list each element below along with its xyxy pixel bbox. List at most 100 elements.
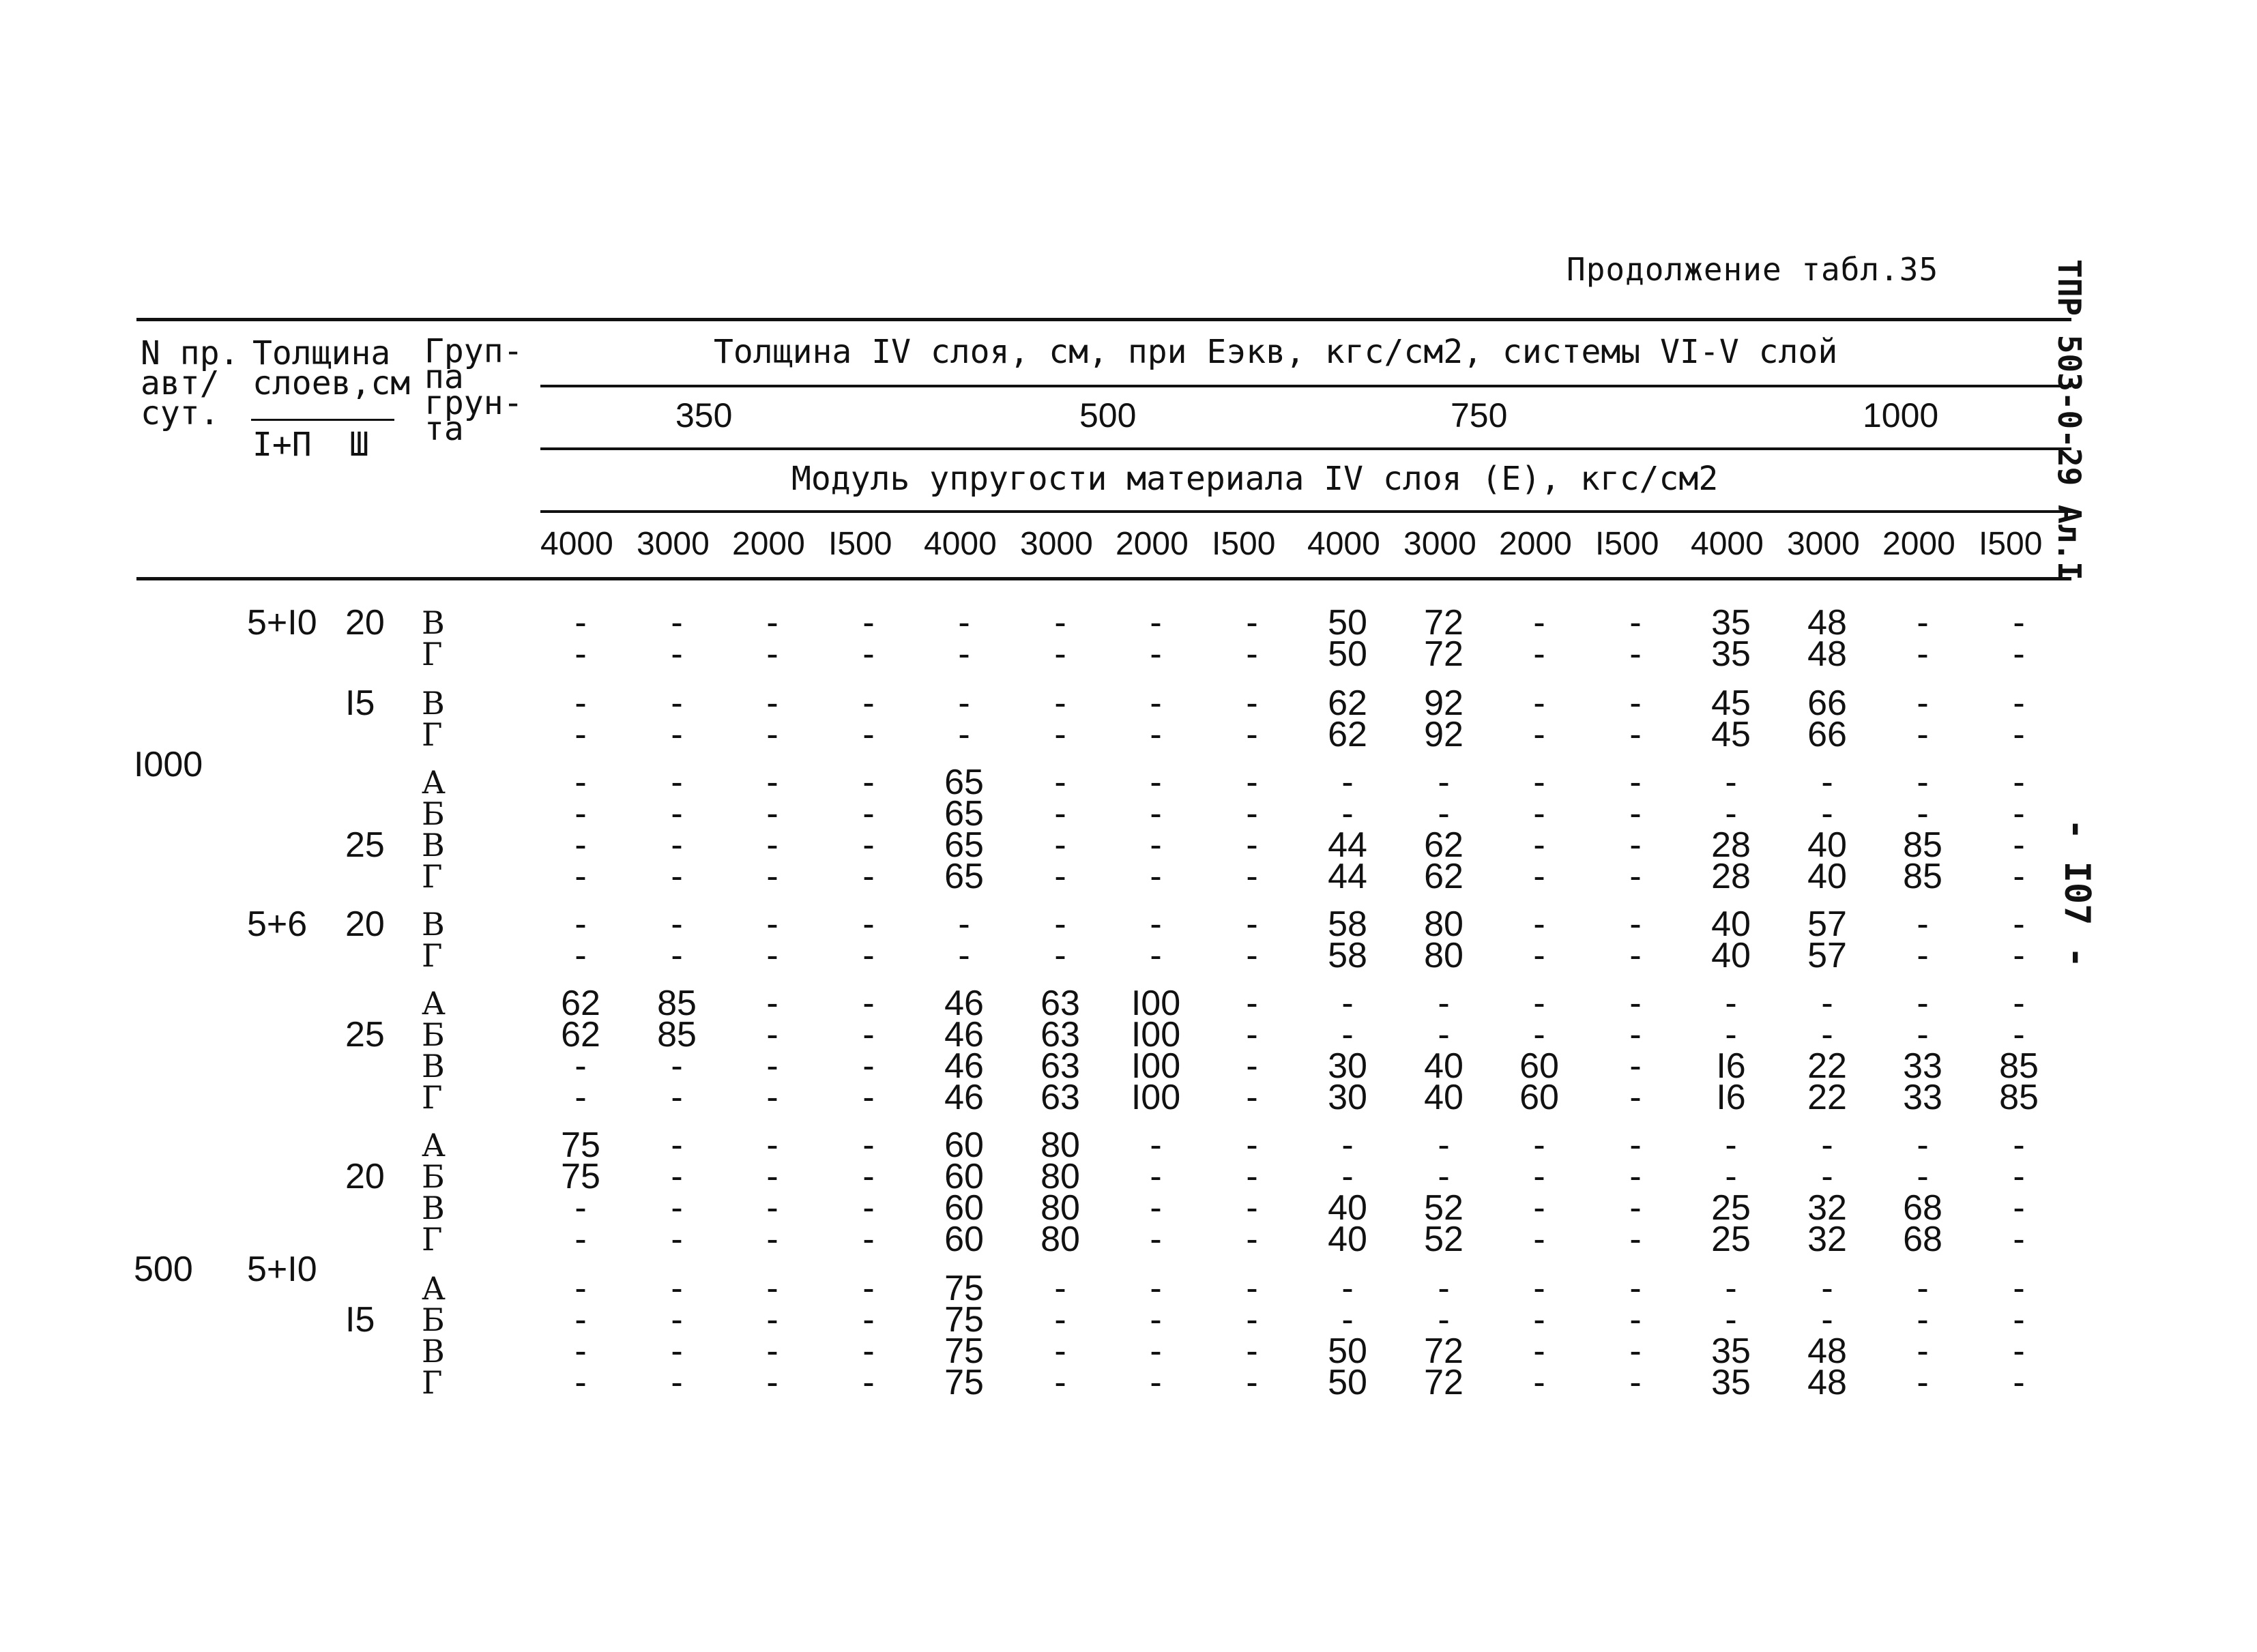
table-cell: 50 bbox=[1328, 634, 1367, 674]
header-soil-group: Груп- па грун- та bbox=[424, 332, 523, 448]
table-cell: - bbox=[1054, 936, 1066, 975]
table-cell: - bbox=[862, 1188, 875, 1228]
table-cell: - bbox=[574, 1363, 587, 1402]
table-cell: - bbox=[1438, 1157, 1450, 1196]
table-cell: 50 bbox=[1328, 1331, 1367, 1371]
table-cell: - bbox=[1341, 1125, 1354, 1165]
table-cell: - bbox=[1629, 763, 1642, 802]
table-cell: 75 bbox=[944, 1300, 984, 1340]
table-cell: - bbox=[1246, 794, 1258, 834]
modulus-value: 2000 bbox=[1882, 526, 1955, 562]
table-cell: - bbox=[1054, 634, 1066, 674]
table-cell: - bbox=[1246, 1015, 1258, 1054]
table-cell: 50 bbox=[1328, 1363, 1367, 1402]
table-cell: - bbox=[1150, 603, 1162, 643]
table-cell: - bbox=[766, 857, 778, 896]
table-cell: - bbox=[2013, 1269, 2025, 1308]
table-cell: 65 bbox=[944, 763, 984, 802]
ekv-value: 750 bbox=[1451, 396, 1508, 434]
table-cell: - bbox=[1150, 1331, 1162, 1371]
top-rule bbox=[136, 318, 2071, 321]
module-title-rule bbox=[540, 510, 2071, 513]
table-cell: - bbox=[671, 1125, 683, 1165]
table-cell: - bbox=[1629, 715, 1642, 754]
table-cell: - bbox=[1533, 1331, 1545, 1371]
table-cell: - bbox=[1917, 763, 1929, 802]
table-cell: 85 bbox=[657, 1015, 697, 1054]
soil-group-value: А bbox=[422, 1127, 446, 1164]
thick-sub-rule bbox=[251, 419, 394, 421]
table-cell: - bbox=[574, 1300, 587, 1340]
table-cell: - bbox=[862, 1300, 875, 1340]
table-cell: 72 bbox=[1424, 634, 1464, 674]
table-cell: 57 bbox=[1807, 904, 1847, 944]
table-cell: 63 bbox=[1040, 1015, 1080, 1054]
table-cell: - bbox=[1533, 603, 1545, 643]
table-cell: - bbox=[1246, 763, 1258, 802]
table-cell: 33 bbox=[1903, 1046, 1942, 1086]
table-cell: - bbox=[766, 825, 778, 865]
table-cell: 33 bbox=[1903, 1078, 1942, 1117]
table-cell: - bbox=[1246, 634, 1258, 674]
modulus-value: 3000 bbox=[1787, 526, 1860, 562]
table-cell: - bbox=[1150, 904, 1162, 944]
table-cell: - bbox=[671, 825, 683, 865]
table-cell: - bbox=[766, 1269, 778, 1308]
table-cell: I6 bbox=[1716, 1046, 1746, 1086]
table-cell: - bbox=[766, 1363, 778, 1402]
table-cell: - bbox=[862, 603, 875, 643]
table-cell: - bbox=[671, 904, 683, 944]
table-cell: - bbox=[1821, 1125, 1833, 1165]
table-cell: 75 bbox=[944, 1363, 984, 1402]
table-cell: - bbox=[1725, 984, 1737, 1023]
table-cell: - bbox=[862, 1363, 875, 1402]
table-cell: - bbox=[1150, 1220, 1162, 1259]
table-cell: - bbox=[958, 603, 970, 643]
table-cell: - bbox=[958, 904, 970, 944]
table-cell: - bbox=[1054, 904, 1066, 944]
document-code: ТПР 503-0-29 Ал.I bbox=[2051, 259, 2088, 580]
table-cell: - bbox=[1629, 1220, 1642, 1259]
table-cell: - bbox=[766, 1300, 778, 1340]
modulus-value: 3000 bbox=[1020, 526, 1093, 562]
modulus-value: 2000 bbox=[732, 526, 805, 562]
table-cell: - bbox=[1341, 1269, 1354, 1308]
table-cell: - bbox=[1629, 794, 1642, 834]
table-cell: - bbox=[766, 683, 778, 723]
table-cell: - bbox=[766, 1220, 778, 1259]
table-cell: 63 bbox=[1040, 1046, 1080, 1086]
table-cell: - bbox=[574, 825, 587, 865]
table-cell: - bbox=[1246, 984, 1258, 1023]
table-cell: - bbox=[1725, 1300, 1737, 1340]
table-cell: I00 bbox=[1131, 1078, 1181, 1117]
table-cell: - bbox=[671, 715, 683, 754]
table-cell: - bbox=[1629, 904, 1642, 944]
span-title-rule bbox=[540, 385, 2071, 387]
table-cell: - bbox=[1246, 936, 1258, 975]
table-cell: - bbox=[1725, 763, 1737, 802]
table-cell: 44 bbox=[1328, 825, 1367, 865]
table-cell: 28 bbox=[1711, 857, 1751, 896]
table-cell: - bbox=[1341, 1157, 1354, 1196]
table-cell: - bbox=[1533, 936, 1545, 975]
table-cell: - bbox=[574, 634, 587, 674]
table-cell: - bbox=[1725, 1015, 1737, 1054]
table-cell: - bbox=[1917, 1157, 1929, 1196]
table-cell: - bbox=[1533, 634, 1545, 674]
header-no-traffic: N пр. авт/ сут. bbox=[141, 334, 239, 432]
table-cell: - bbox=[1821, 1157, 1833, 1196]
table-cell: - bbox=[1054, 1331, 1066, 1371]
table-cell: - bbox=[1629, 603, 1642, 643]
table-cell: 58 bbox=[1328, 904, 1367, 944]
table-cell: - bbox=[1533, 984, 1545, 1023]
modulus-value: I500 bbox=[828, 526, 892, 562]
table-cell: 62 bbox=[561, 984, 600, 1023]
header-bottom-rule bbox=[136, 577, 2071, 580]
table-cell: 62 bbox=[1424, 825, 1464, 865]
table-cell: - bbox=[1917, 715, 1929, 754]
table-cell: 40 bbox=[1711, 904, 1751, 944]
table-cell: - bbox=[671, 794, 683, 834]
soil-group-value: А bbox=[422, 1270, 446, 1307]
soil-group-value: В bbox=[422, 685, 445, 722]
table-cell: - bbox=[862, 984, 875, 1023]
